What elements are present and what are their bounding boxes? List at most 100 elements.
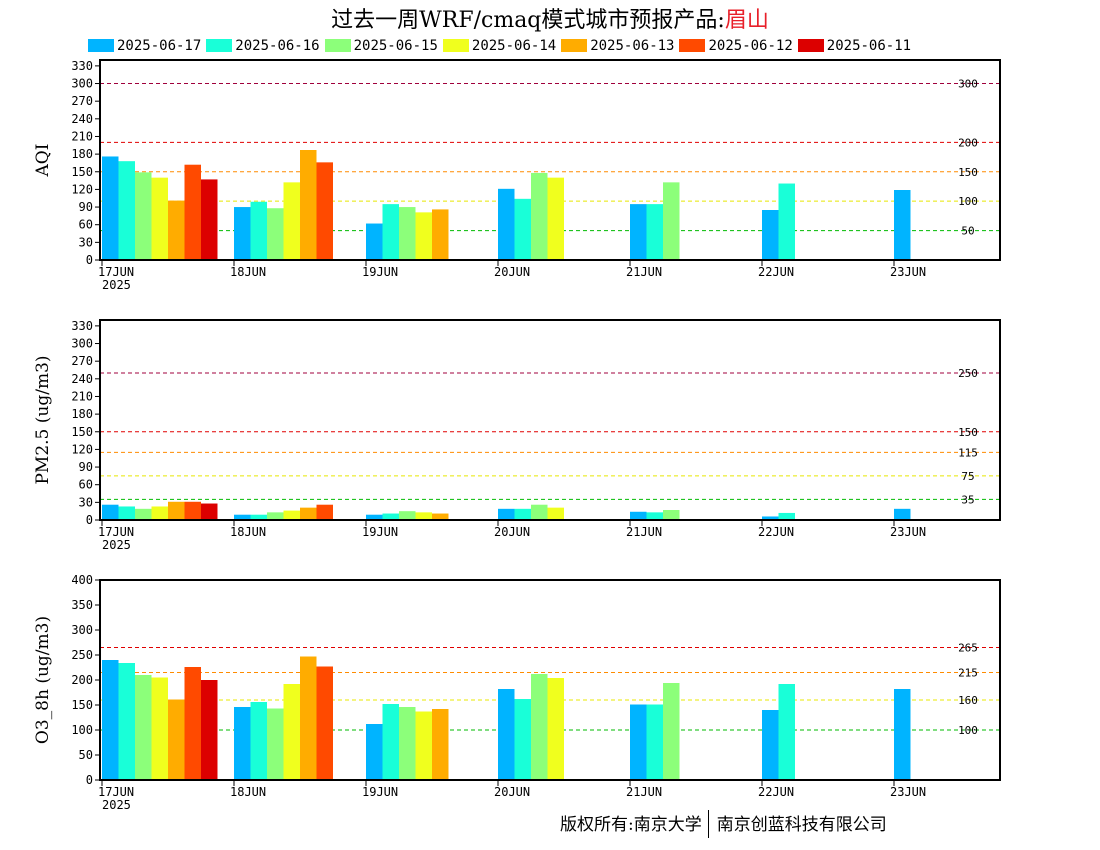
bar <box>102 660 119 780</box>
bar <box>366 724 383 780</box>
legend-item-2025-06-15: 2025-06-15 <box>324 37 438 55</box>
bar <box>646 512 663 520</box>
y-tick-label: 90 <box>79 200 93 214</box>
bar <box>415 212 432 260</box>
bar <box>316 504 333 520</box>
y-tick-label: 270 <box>71 354 93 368</box>
x-tick-label: 22JUN <box>758 785 794 799</box>
legend-label: 2025-06-11 <box>826 38 912 54</box>
legend-label: 2025-06-16 <box>235 38 320 54</box>
bar <box>432 709 449 780</box>
y-tick-label: 300 <box>71 337 93 351</box>
bar <box>151 677 168 780</box>
bar <box>382 204 399 260</box>
bar <box>201 503 218 520</box>
bar <box>250 514 267 520</box>
legend-item-2025-06-14: 2025-06-14 <box>442 37 556 55</box>
bar <box>300 150 317 260</box>
y-tick-label: 120 <box>71 442 93 456</box>
bar <box>547 507 564 520</box>
threshold-label: 250 <box>958 367 978 380</box>
bar <box>201 179 218 260</box>
threshold-label: 100 <box>958 195 978 208</box>
y-tick-label: 210 <box>71 129 93 143</box>
y-tick-label: 150 <box>71 425 93 439</box>
threshold-label: 35 <box>961 493 974 506</box>
bar <box>102 504 119 520</box>
bar <box>267 512 284 520</box>
y-tick-label: 250 <box>71 648 93 662</box>
x-tick-label: 23JUN <box>890 265 926 279</box>
x-tick-label: 19JUN <box>362 785 398 799</box>
bar <box>646 704 663 780</box>
legend-label: 2025-06-12 <box>708 38 793 54</box>
x-tick-label: 20JUN <box>494 525 530 539</box>
bar <box>498 508 515 520</box>
y-tick-label: 30 <box>79 495 93 509</box>
y-tick-label: 240 <box>71 112 93 126</box>
x-tick-label: 19JUN <box>362 265 398 279</box>
y-tick-label: 210 <box>71 389 93 403</box>
threshold-label: 100 <box>958 724 978 737</box>
bar <box>300 656 317 780</box>
bar <box>382 704 399 780</box>
bar <box>399 707 416 780</box>
legend-item-2025-06-16: 2025-06-16 <box>206 37 320 55</box>
bar <box>778 183 795 260</box>
bar <box>366 223 383 260</box>
y-tick-label: 0 <box>86 773 93 787</box>
y-tick-label: 180 <box>71 407 93 421</box>
y-tick-label: 50 <box>79 748 93 762</box>
bar <box>366 514 383 520</box>
y-axis-label: AQI <box>33 144 53 178</box>
threshold-label: 200 <box>958 136 978 149</box>
plot-frame <box>99 319 1001 521</box>
threshold-label: 50 <box>961 225 974 238</box>
footer-separator <box>707 810 709 838</box>
y-tick-label: 100 <box>71 723 93 737</box>
x-tick-label: 23JUN <box>890 525 926 539</box>
bar <box>498 689 515 780</box>
x-tick-label: 20JUN <box>494 785 530 799</box>
y-tick-label: 200 <box>71 673 93 687</box>
bar <box>283 182 300 260</box>
bar <box>498 188 515 260</box>
legend-item-2025-06-17: 2025-06-17 <box>88 37 201 55</box>
y-tick-label: 0 <box>86 253 93 267</box>
x-tick-label: 18JUN <box>230 525 266 539</box>
bar <box>432 513 449 520</box>
threshold-label: 215 <box>958 667 978 680</box>
threshold-label: 160 <box>958 694 978 707</box>
bar <box>151 506 168 520</box>
bar <box>234 707 251 780</box>
legend-swatch <box>206 39 233 52</box>
y-tick-label: 270 <box>71 94 93 108</box>
bar <box>201 680 218 780</box>
threshold-label: 150 <box>958 166 978 179</box>
bar <box>630 511 647 520</box>
bar <box>432 209 449 260</box>
bar <box>663 683 680 780</box>
bar <box>135 172 152 260</box>
bar <box>102 156 119 260</box>
threshold-label: 265 <box>958 642 978 655</box>
legend-swatch <box>561 39 588 52</box>
chart-title: 过去一周WRF/cmaq模式城市预报产品:眉山 <box>0 2 1100 34</box>
bar <box>399 207 416 260</box>
bar <box>894 190 911 260</box>
x-year-label: 2025 <box>102 278 131 292</box>
bar <box>168 699 185 780</box>
title-text: 过去一周WRF/cmaq模式城市预报产品: <box>331 8 725 33</box>
x-tick-label: 17JUN <box>98 525 134 539</box>
bar <box>646 204 663 260</box>
bar <box>300 507 317 520</box>
bar <box>250 702 267 780</box>
y-tick-label: 330 <box>71 59 93 73</box>
x-tick-label: 21JUN <box>626 785 662 799</box>
bar <box>135 675 152 780</box>
chart-panel-1: 50 100 150 200 300 0 30 60 90 120 150 180 210 240 270 3… <box>33 59 1001 292</box>
bar <box>283 684 300 780</box>
bar <box>184 164 201 260</box>
x-tick-label: 22JUN <box>758 525 794 539</box>
